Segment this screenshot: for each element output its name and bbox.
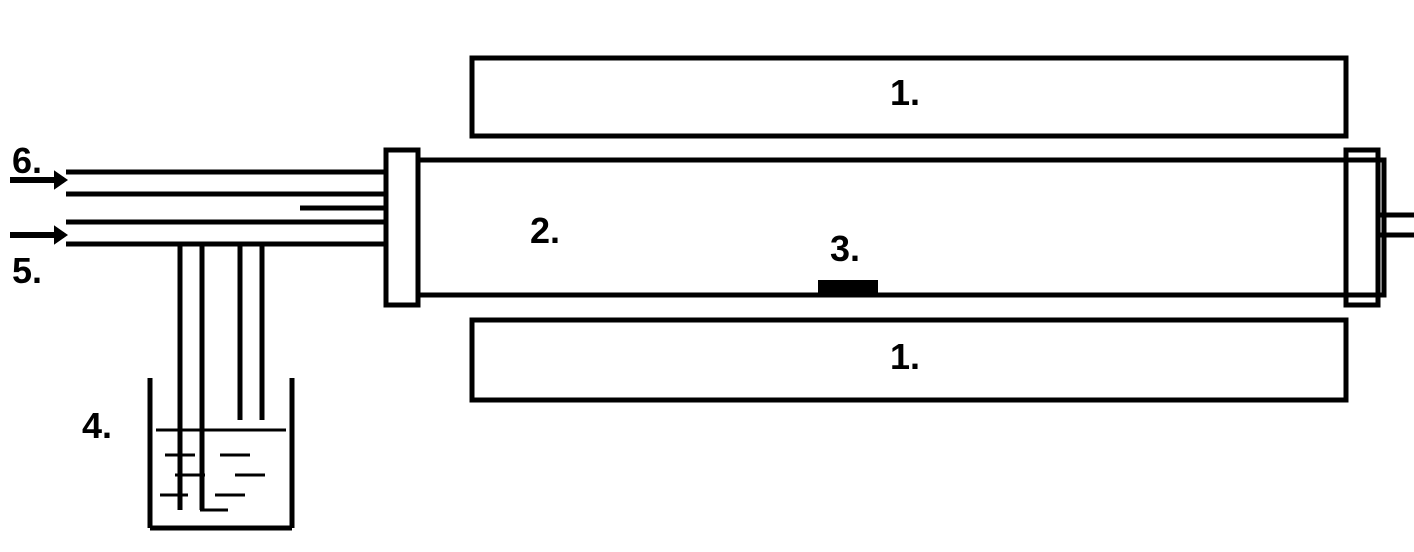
label-3: 3.	[830, 228, 860, 270]
apparatus-diagram	[0, 0, 1414, 552]
label-1-top: 1.	[890, 72, 920, 114]
label-1-bottom: 1.	[890, 336, 920, 378]
label-6: 6.	[12, 140, 42, 182]
label-4: 4.	[82, 405, 112, 447]
label-2: 2.	[530, 210, 560, 252]
label-5: 5.	[12, 250, 42, 292]
